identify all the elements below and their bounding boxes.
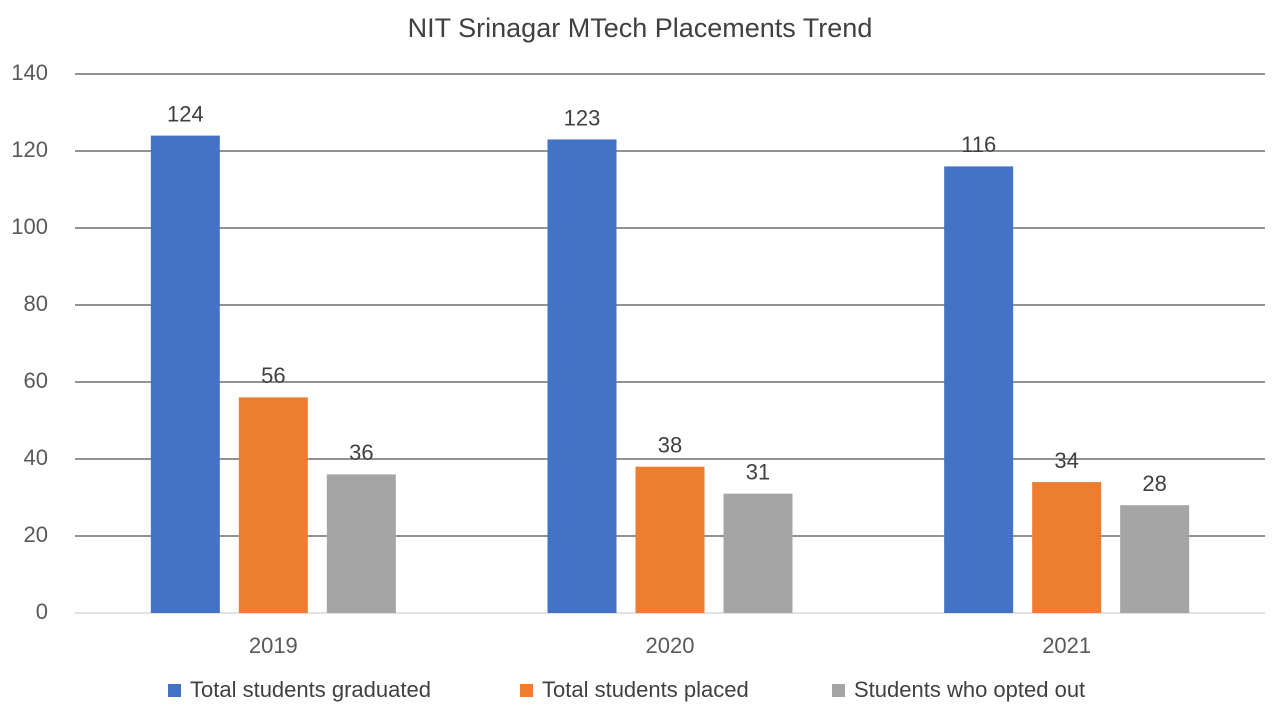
x-tick-label: 2019 [249,633,298,658]
data-label: 56 [261,363,285,388]
bar [547,139,617,613]
y-tick-label: 40 [24,445,48,470]
legend-label: Total students graduated [190,677,431,702]
bar [1032,482,1102,613]
x-tick-label: 2020 [646,633,695,658]
data-label: 123 [564,105,601,130]
data-label: 36 [349,440,373,465]
x-tick-label: 2021 [1042,633,1091,658]
legend-swatch [520,684,533,697]
data-label: 31 [746,459,770,484]
data-label: 34 [1054,448,1078,473]
bar [1120,505,1190,613]
data-label: 124 [167,101,204,126]
y-tick-label: 120 [11,137,48,162]
legend-label: Students who opted out [854,677,1085,702]
bar [723,493,793,613]
legend-label: Total students placed [542,677,749,702]
bar [326,474,396,613]
y-tick-label: 0 [36,599,48,624]
bar [238,397,308,613]
legend-swatch [832,684,845,697]
data-label: 28 [1142,471,1166,496]
y-tick-label: 60 [24,368,48,393]
chart-title: NIT Srinagar MTech Placements Trend [408,13,873,43]
data-label: 38 [658,433,682,458]
legend-swatch [168,684,181,697]
y-tick-label: 20 [24,522,48,547]
bar [150,135,220,613]
data-label: 116 [961,132,996,157]
y-tick-label: 140 [11,60,48,85]
y-tick-label: 80 [24,291,48,316]
bar [635,466,705,613]
y-tick-label: 100 [11,214,48,239]
bar [944,166,1014,613]
